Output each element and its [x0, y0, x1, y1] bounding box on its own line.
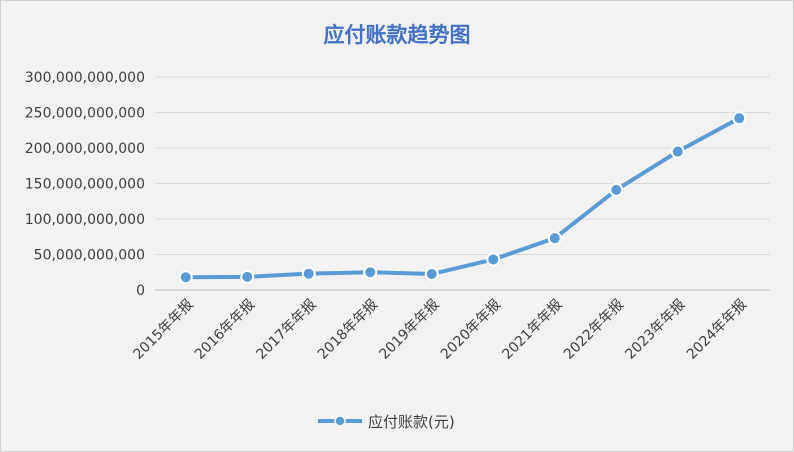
legend-point-marker — [334, 415, 346, 427]
data-point — [363, 265, 378, 280]
y-tick-label: 300,000,000,000 — [25, 70, 145, 86]
y-axis-ticks: 0 50,000,000,000 100,000,000,000 150,000,00… — [25, 70, 145, 299]
series-line — [183, 116, 742, 280]
data-point — [547, 231, 562, 246]
data-point — [240, 269, 255, 284]
data-point — [178, 270, 193, 285]
data-point — [732, 111, 747, 126]
gridlines — [155, 76, 770, 291]
chart-title: 应付账款趋势图 — [324, 23, 471, 47]
y-tick-label: 200,000,000,000 — [25, 141, 145, 157]
series-layer — [178, 111, 747, 285]
data-point — [609, 182, 624, 197]
x-tick-label: 2019年年报 — [376, 297, 442, 363]
x-tick-label: 2023年年报 — [622, 297, 688, 363]
x-tick-label: 2017年年报 — [253, 297, 319, 363]
y-tick-label: 150,000,000,000 — [25, 177, 145, 193]
data-point — [486, 252, 501, 267]
legend-label: 应付账款(元) — [368, 413, 455, 431]
x-tick-label: 2015年年报 — [130, 297, 196, 363]
y-tick-label: 50,000,000,000 — [34, 248, 145, 264]
x-tick-label: 2024年年报 — [684, 297, 750, 363]
x-tick-label: 2020年年报 — [438, 297, 504, 363]
y-tick-label: 250,000,000,000 — [25, 106, 145, 122]
data-point — [424, 267, 439, 282]
y-tick-label: 0 — [136, 283, 145, 299]
x-tick-label: 2018年年报 — [315, 297, 381, 363]
x-axis-ticks: 2015年年报2016年年报2017年年报2018年年报2019年年报2020年… — [130, 297, 750, 363]
y-tick-label: 100,000,000,000 — [25, 212, 145, 228]
data-point — [301, 266, 316, 281]
data-point — [670, 144, 685, 159]
x-tick-label: 2016年年报 — [192, 297, 258, 363]
x-tick-label: 2022年年报 — [561, 297, 627, 363]
legend: 应付账款(元) — [318, 413, 455, 431]
x-tick-label: 2021年年报 — [499, 297, 565, 363]
